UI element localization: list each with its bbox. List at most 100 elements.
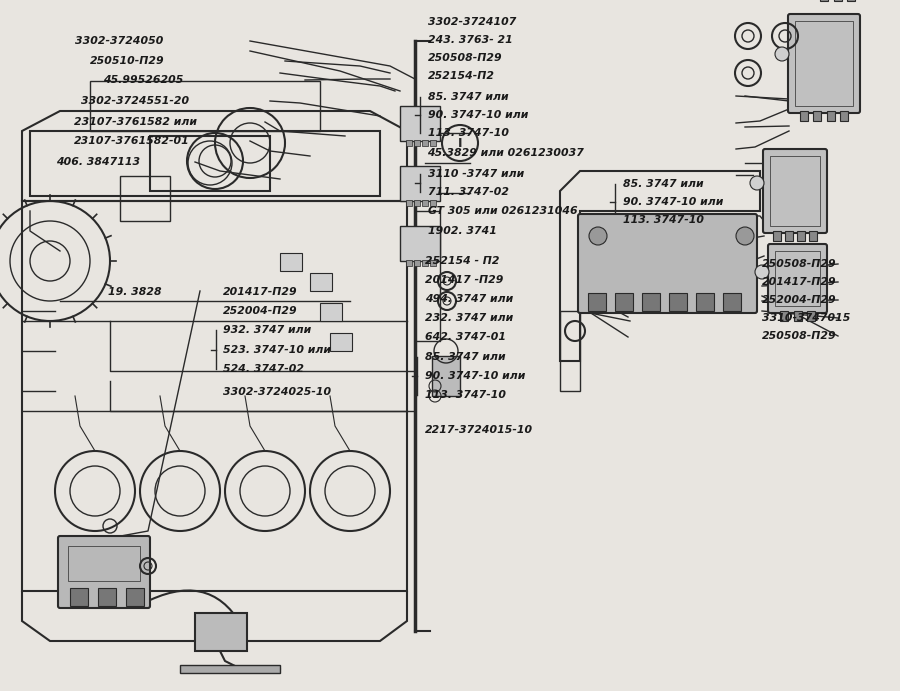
Text: 90. 3747-10 или: 90. 3747-10 или [623, 197, 724, 207]
Bar [773, 231, 781, 241]
Bar [406, 140, 412, 146]
Text: 250508-П29: 250508-П29 [428, 53, 502, 63]
Text: 711. 3747-02: 711. 3747-02 [428, 187, 508, 197]
Text: 23107-3761582-01: 23107-3761582-01 [74, 136, 190, 146]
Bar [430, 260, 436, 266]
Text: I: I [458, 137, 463, 149]
Circle shape [736, 227, 754, 245]
Bar [430, 140, 436, 146]
Bar [70, 588, 88, 606]
Text: 3302-3724050: 3302-3724050 [75, 37, 163, 46]
Text: 90. 3747-10 или: 90. 3747-10 или [428, 110, 528, 120]
Bar [414, 260, 420, 266]
Bar [280, 253, 302, 271]
Text: 3302-3724025-10: 3302-3724025-10 [223, 388, 331, 397]
Text: 3302-3724107: 3302-3724107 [428, 17, 516, 27]
Text: 3302-3724551-20: 3302-3724551-20 [81, 96, 189, 106]
Text: 85. 3747 или: 85. 3747 или [428, 92, 508, 102]
Text: 45.3829 или 0261230037: 45.3829 или 0261230037 [428, 149, 584, 158]
Text: 2217-3724015-10: 2217-3724015-10 [425, 425, 533, 435]
Bar [320, 303, 342, 321]
Bar [195, 613, 247, 651]
FancyBboxPatch shape [763, 149, 827, 233]
Text: 932. 3747 или: 932. 3747 или [223, 325, 311, 335]
Text: 232. 3747 или: 232. 3747 или [425, 313, 513, 323]
Bar [400, 226, 440, 261]
Circle shape [755, 265, 769, 279]
Text: 494. 3747 или: 494. 3747 или [425, 294, 513, 304]
Bar [406, 260, 412, 266]
Text: 250508-П29: 250508-П29 [762, 331, 837, 341]
Text: 3310-3747015: 3310-3747015 [762, 313, 850, 323]
Circle shape [750, 176, 764, 190]
Bar [770, 156, 820, 226]
Bar [310, 273, 332, 291]
Text: 250510-П29: 250510-П29 [90, 56, 165, 66]
Bar [775, 251, 820, 306]
Text: 85. 3747 или: 85. 3747 или [425, 352, 506, 362]
Bar [400, 106, 440, 141]
Text: 201417-П29: 201417-П29 [223, 287, 298, 296]
Bar [615, 293, 633, 311]
Bar [799, 111, 807, 121]
Bar [180, 665, 280, 673]
Bar [414, 140, 420, 146]
Bar [696, 293, 714, 311]
Text: 45.99526205: 45.99526205 [104, 75, 184, 85]
Text: 252154-П2: 252154-П2 [428, 71, 494, 81]
Bar [847, 0, 855, 1]
Text: 85. 3747 или: 85. 3747 или [623, 179, 704, 189]
FancyBboxPatch shape [768, 244, 827, 313]
Bar [807, 311, 815, 321]
Text: 201417 -П29: 201417 -П29 [425, 275, 503, 285]
Bar [814, 111, 821, 121]
Bar [90, 81, 320, 131]
Text: 250508-П29: 250508-П29 [762, 259, 837, 269]
FancyBboxPatch shape [58, 536, 150, 608]
Text: 1902. 3741: 1902. 3741 [428, 226, 497, 236]
Text: 19. 3828: 19. 3828 [108, 287, 162, 296]
Text: 642. 3747-01: 642. 3747-01 [425, 332, 506, 342]
Bar [795, 21, 853, 106]
Bar [98, 588, 116, 606]
Bar [430, 200, 436, 206]
Bar [400, 166, 440, 201]
Text: 252004-П29: 252004-П29 [762, 295, 837, 305]
Bar [809, 231, 817, 241]
Text: 252004-П29: 252004-П29 [223, 306, 298, 316]
Bar [422, 200, 428, 206]
Bar [406, 200, 412, 206]
Text: 23107-3761582 или: 23107-3761582 или [74, 117, 197, 126]
Bar [120, 176, 170, 221]
Text: GT 305 или 0261231046: GT 305 или 0261231046 [428, 207, 577, 216]
Text: 523. 3747-10 или: 523. 3747-10 или [223, 345, 331, 354]
Bar [785, 231, 793, 241]
Circle shape [775, 47, 789, 61]
Bar [642, 293, 660, 311]
Bar [841, 111, 849, 121]
Text: 406. 3847113: 406. 3847113 [56, 157, 140, 167]
Bar [797, 231, 805, 241]
Bar [422, 260, 428, 266]
Bar [414, 200, 420, 206]
Text: 113. 3747-10: 113. 3747-10 [425, 390, 506, 400]
Text: 243. 3763- 21: 243. 3763- 21 [428, 35, 512, 45]
Bar [779, 311, 788, 321]
Bar [827, 111, 835, 121]
Circle shape [589, 227, 607, 245]
Bar [330, 333, 352, 351]
Bar [150, 136, 270, 191]
Text: 113. 3747-10: 113. 3747-10 [428, 128, 508, 138]
Bar [723, 293, 741, 311]
FancyBboxPatch shape [578, 214, 757, 313]
Bar [432, 356, 460, 396]
Bar [588, 293, 606, 311]
Bar [30, 131, 380, 196]
Bar [833, 0, 842, 1]
Text: 201417-П29: 201417-П29 [762, 277, 837, 287]
Text: 113. 3747-10: 113. 3747-10 [623, 215, 704, 225]
Bar [22, 201, 407, 591]
Text: 3110 -3747 или: 3110 -3747 или [428, 169, 524, 179]
Bar [560, 311, 580, 391]
FancyBboxPatch shape [788, 14, 860, 113]
